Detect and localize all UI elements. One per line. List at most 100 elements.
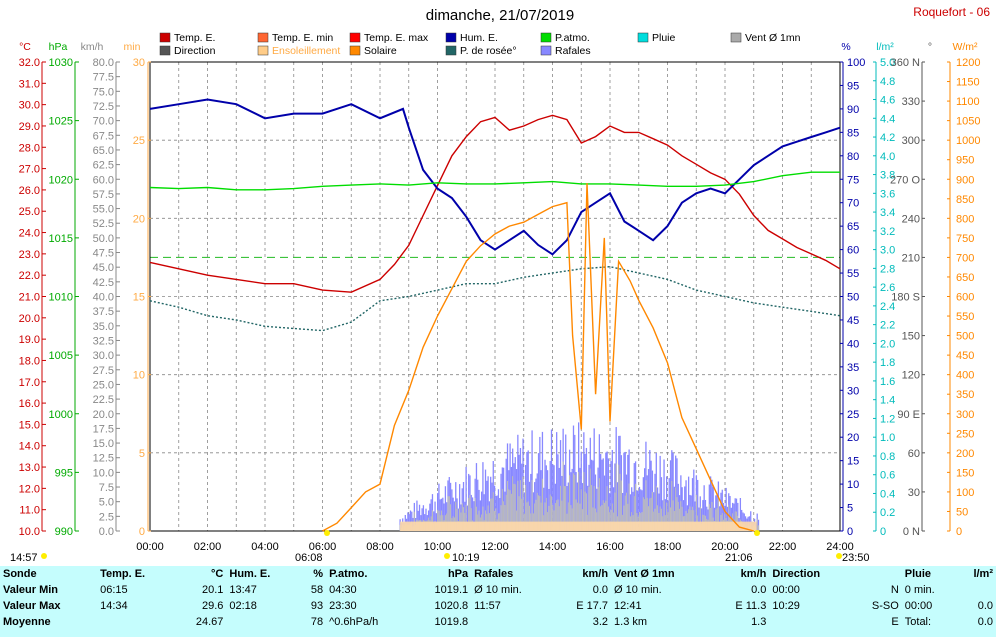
- tick-label-hum_pct: 35: [847, 362, 859, 374]
- tick-label-pressure_hpa: 1005: [49, 350, 73, 362]
- tick-label-dir_deg: 210: [902, 252, 920, 264]
- stats-cell: 93: [310, 600, 324, 612]
- sun-marker-icon: [41, 553, 47, 559]
- stats-cell: 00:00: [904, 600, 933, 612]
- stats-header-cell: l/m²: [973, 568, 993, 580]
- tick-label-wind_kmh: 20.0: [93, 409, 114, 421]
- stats-cell: [97, 614, 175, 630]
- legend-label: Solaire: [364, 45, 397, 57]
- tick-label-temp_c: 11.0: [19, 505, 40, 517]
- tick-label-dir_deg: 90 E: [897, 409, 920, 421]
- tick-label-dir_deg: 270 O: [890, 174, 920, 186]
- x-tick-label: 20:00: [711, 541, 739, 553]
- tick-label-pressure_hpa: 1000: [49, 409, 73, 421]
- x-tick-label: 24:00: [826, 541, 854, 553]
- tick-label-temp_c: 18.0: [19, 355, 40, 367]
- tick-label-dir_deg: 360 N: [891, 57, 920, 69]
- sun-marker-icon: [836, 553, 842, 559]
- tick-label-rain_lm2: 0.2: [880, 507, 895, 519]
- stats-cell: Valeur Max: [3, 600, 61, 612]
- tick-label-pressure_hpa: 995: [55, 467, 73, 479]
- tick-label-solar_wm2: 50: [956, 506, 968, 518]
- stats-cell: 10:29: [772, 600, 800, 612]
- tick-label-hum_pct: 85: [847, 127, 859, 139]
- tick-label-sun_min: 20: [133, 213, 145, 225]
- tick-label-hum_pct: 80: [847, 151, 859, 163]
- y-axes: 10.0 11.0 12.0 13.0 14.0 15.0 16.0 17.0 18.0 19.0…: [19, 57, 981, 538]
- tick-label-wind_kmh: 47.5: [93, 248, 114, 260]
- stats-cell: 0.0: [977, 600, 993, 612]
- tick-label-temp_c: 21.0: [19, 292, 40, 304]
- stats-cell: S-SO: [871, 600, 899, 612]
- stats-cell: 06:15: [100, 584, 128, 596]
- legend-swatch: [540, 32, 552, 43]
- tick-label-temp_c: 23.0: [19, 249, 40, 261]
- tick-label-rain_lm2: 3.4: [880, 207, 895, 219]
- weather-chart: dimanche, 21/07/2019 Roquefort - 06 Temp…: [10, 5, 991, 564]
- series-solaire: [322, 183, 754, 532]
- tick-label-rain_lm2: 3.0: [880, 245, 895, 257]
- tick-label-temp_c: 26.0: [19, 185, 40, 197]
- tick-label-wind_kmh: 67.5: [93, 130, 114, 142]
- axis-unit: °: [928, 41, 932, 53]
- tick-label-temp_c: 32.0: [19, 57, 40, 69]
- legend-swatch: [159, 45, 171, 56]
- legend-label: Ensoleillement: [272, 45, 340, 57]
- tick-label-hum_pct: 55: [847, 268, 859, 280]
- stats-header-cell: °C: [211, 568, 224, 580]
- stats-cell: Ø 10 min.: [474, 584, 522, 596]
- legend-label: Direction: [174, 45, 216, 57]
- stats-cell: 0.0: [592, 584, 609, 596]
- stats-header-cell: P.atmo.: [329, 568, 368, 580]
- tick-label-solar_wm2: 250: [956, 428, 974, 440]
- tick-label-rain_lm2: 1.0: [880, 432, 895, 444]
- tick-label-solar_wm2: 450: [956, 350, 974, 362]
- stats-cell: 04:30: [329, 584, 357, 596]
- stats-cell: [957, 582, 996, 598]
- legend-label: Temp. E.: [174, 32, 215, 44]
- tick-label-rain_lm2: 3.2: [880, 226, 895, 238]
- tick-label-sun_min: 15: [133, 292, 145, 304]
- tick-label-wind_kmh: 42.5: [93, 277, 114, 289]
- tick-label-hum_pct: 30: [847, 385, 859, 397]
- tick-label-wind_kmh: 32.5: [93, 335, 114, 347]
- tick-label-temp_c: 12.0: [19, 483, 40, 495]
- tick-label-solar_wm2: 300: [956, 409, 974, 421]
- axis-unit: W/m²: [952, 41, 978, 53]
- tick-label-hum_pct: 95: [847, 80, 859, 92]
- tick-label-solar_wm2: 1200: [956, 57, 980, 69]
- x-tick-label: 18:00: [654, 541, 682, 553]
- tick-label-solar_wm2: 600: [956, 292, 974, 304]
- stats-cell: Ø 10 min.: [614, 584, 662, 596]
- tick-label-hum_pct: 20: [847, 432, 859, 444]
- tick-label-wind_kmh: 0.0: [99, 526, 114, 538]
- stats-cell: 1.3: [751, 616, 767, 628]
- tick-label-temp_c: 17.0: [19, 377, 40, 389]
- tick-label-rain_lm2: 4.8: [880, 76, 895, 88]
- tick-label-solar_wm2: 950: [956, 155, 974, 167]
- axis-unit: %: [841, 41, 850, 53]
- tick-label-rain_lm2: 0: [880, 526, 886, 538]
- tick-label-solar_wm2: 850: [956, 194, 974, 206]
- legend-swatch: [349, 32, 361, 43]
- x-tick-label: 00:00: [136, 541, 164, 553]
- series-p-de-ros-e-: [149, 265, 841, 332]
- tick-label-hum_pct: 5: [847, 503, 853, 515]
- tick-label-sun_min: 5: [139, 448, 145, 460]
- stats-header-cell: Sonde: [3, 568, 37, 580]
- tick-label-temp_c: 29.0: [19, 121, 40, 133]
- stats-header-cell: km/h: [582, 568, 609, 580]
- stats-header-cell: km/h: [740, 568, 767, 580]
- legend-swatch: [637, 32, 649, 43]
- tick-label-rain_lm2: 0.4: [880, 488, 895, 500]
- tick-label-hum_pct: 60: [847, 245, 859, 257]
- legend-swatch: [445, 45, 457, 56]
- sun-marker-icon: [754, 530, 760, 536]
- tick-label-wind_kmh: 40.0: [93, 292, 114, 304]
- stats-cell: E 11.3: [735, 600, 767, 612]
- tick-label-pressure_hpa: 1020: [49, 174, 73, 186]
- tick-label-solar_wm2: 1050: [956, 116, 980, 128]
- x-axis: 00:00 02:00 04:00 06:00 08:00 10:00 12:00 14:00…: [136, 541, 854, 553]
- legend-swatch: [257, 32, 269, 43]
- stats-cell: 78: [310, 616, 324, 628]
